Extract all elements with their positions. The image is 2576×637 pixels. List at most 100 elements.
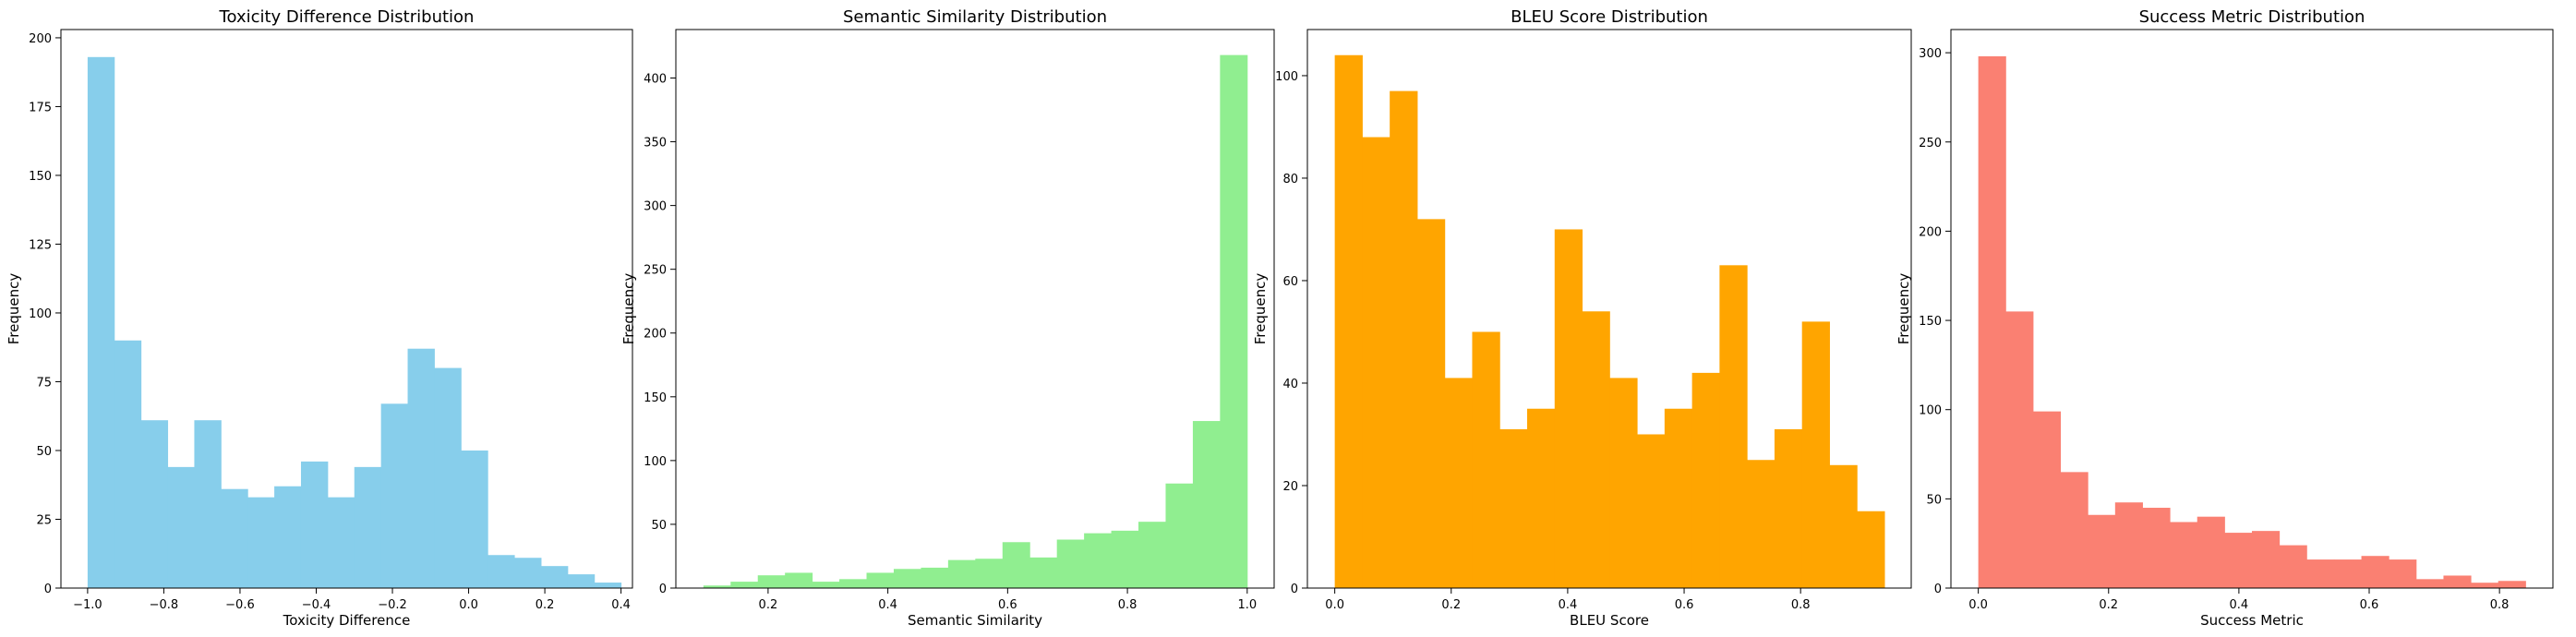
histogram-bar bbox=[274, 486, 302, 588]
histogram-bar bbox=[1192, 421, 1221, 588]
histogram-bar bbox=[1664, 408, 1693, 588]
histogram-bar bbox=[514, 558, 542, 588]
y-tick-label: 150 bbox=[644, 391, 667, 405]
x-tick-label: 0.6 bbox=[2360, 598, 2379, 612]
y-axis-label: Frequency bbox=[6, 273, 22, 345]
x-axis-label: BLEU Score bbox=[1570, 612, 1649, 629]
histogram-bar bbox=[757, 575, 786, 588]
histogram-bar bbox=[140, 420, 169, 588]
x-tick-label: 0.2 bbox=[2099, 598, 2118, 612]
y-tick-label: 80 bbox=[1282, 173, 1298, 186]
y-tick-label: 200 bbox=[29, 32, 52, 46]
y-tick-label: 350 bbox=[644, 137, 667, 150]
chart-title: Toxicity Difference Distribution bbox=[219, 7, 475, 27]
histogram-bar bbox=[327, 497, 355, 588]
x-tick-label: 0.0 bbox=[1968, 598, 1988, 612]
y-tick-label: 20 bbox=[1282, 480, 1298, 494]
axes-frame bbox=[1950, 29, 2554, 589]
histogram-bar bbox=[1416, 219, 1446, 588]
histogram-bar bbox=[2088, 514, 2116, 588]
histogram-bar bbox=[730, 582, 759, 588]
y-tick-label: 300 bbox=[644, 200, 667, 214]
histogram-bar bbox=[1978, 55, 2006, 589]
axes-frame bbox=[60, 29, 633, 589]
x-axis-label: Toxicity Difference bbox=[283, 612, 411, 629]
y-tick-label: 200 bbox=[644, 328, 667, 342]
histogram-bar bbox=[2415, 579, 2444, 588]
histogram-bar bbox=[839, 579, 868, 588]
y-axis-label: Frequency bbox=[1896, 273, 1912, 345]
axes-frame bbox=[675, 29, 1275, 589]
histogram-bar bbox=[1691, 372, 1720, 588]
histogram-bar bbox=[1056, 539, 1085, 588]
y-tick-label: 175 bbox=[29, 101, 52, 114]
x-tick-label: 0.8 bbox=[1118, 598, 1138, 612]
y-tick-label: 0 bbox=[44, 583, 52, 596]
histogram-bar bbox=[300, 461, 329, 588]
y-tick-label: 50 bbox=[1926, 493, 1942, 507]
y-tick-label: 75 bbox=[36, 376, 52, 390]
x-tick-label: 0.2 bbox=[536, 598, 555, 612]
chart-title: Semantic Similarity Distribution bbox=[843, 7, 1107, 27]
y-tick-label: 200 bbox=[1919, 225, 1942, 239]
histogram-bar bbox=[1444, 378, 1473, 588]
histogram-bar bbox=[567, 574, 596, 588]
histogram-bar bbox=[1499, 428, 1528, 588]
histogram-bar bbox=[2333, 559, 2363, 588]
histogram-bar bbox=[2060, 472, 2088, 588]
y-tick-label: 40 bbox=[1282, 378, 1298, 391]
histogram-bar bbox=[247, 497, 275, 588]
histogram-bar bbox=[1527, 408, 1556, 588]
y-tick-label: 125 bbox=[29, 238, 52, 252]
y-tick-label: 100 bbox=[644, 455, 667, 469]
histogram-bar bbox=[2279, 545, 2307, 588]
histogram-bar bbox=[921, 567, 949, 588]
chart-title: BLEU Score Distribution bbox=[1511, 7, 1708, 27]
histogram-bar bbox=[2389, 559, 2417, 588]
histogram-bar bbox=[380, 403, 409, 588]
histogram-bar bbox=[194, 420, 222, 588]
histogram-bar bbox=[1774, 428, 1803, 588]
histogram-bar bbox=[947, 559, 976, 588]
histogram-bar bbox=[703, 585, 731, 588]
histogram-bar bbox=[434, 367, 462, 588]
histogram-bar bbox=[407, 348, 435, 588]
y-axis-label: Frequency bbox=[620, 273, 637, 345]
histogram-bar bbox=[167, 466, 195, 588]
x-tick-label: 0.4 bbox=[878, 598, 897, 612]
x-tick-label: 0.2 bbox=[759, 598, 778, 612]
histogram-bar bbox=[2471, 583, 2499, 588]
histogram-bar bbox=[1002, 542, 1030, 588]
histogram-bar bbox=[2197, 516, 2225, 588]
y-tick-label: 100 bbox=[29, 307, 52, 321]
histogram-bar bbox=[1334, 54, 1363, 588]
histogram-bar bbox=[2224, 533, 2253, 588]
x-tick-label: 0.4 bbox=[1559, 598, 1578, 612]
histogram-bar bbox=[114, 340, 142, 588]
histogram-bar bbox=[975, 559, 1004, 588]
histogram-bar bbox=[1857, 511, 1885, 588]
histogram-bar bbox=[2252, 531, 2281, 588]
x-tick-label: 0.0 bbox=[459, 598, 478, 612]
y-tick-label: 25 bbox=[36, 513, 52, 527]
y-tick-label: 150 bbox=[29, 170, 52, 184]
x-tick-label: −0.4 bbox=[302, 598, 331, 612]
x-tick-label: 1.0 bbox=[1237, 598, 1257, 612]
histogram-bar bbox=[2306, 559, 2335, 588]
histogram-bar bbox=[785, 572, 813, 588]
histogram-bar bbox=[2361, 556, 2389, 588]
x-tick-label: 0.4 bbox=[611, 598, 631, 612]
histogram-bar bbox=[1582, 311, 1610, 588]
x-axis-label: Success Metric bbox=[2200, 612, 2304, 629]
x-tick-label: 0.2 bbox=[1441, 598, 1461, 612]
x-tick-label: 0.4 bbox=[2230, 598, 2249, 612]
histogram-bar bbox=[354, 466, 382, 588]
x-tick-label: −0.8 bbox=[150, 598, 179, 612]
x-axis-label: Semantic Similarity bbox=[908, 612, 1042, 629]
y-tick-label: 300 bbox=[1919, 47, 1942, 61]
histogram-bar bbox=[1829, 464, 1858, 588]
histogram-bar bbox=[1719, 265, 1748, 588]
histogram-bar bbox=[1472, 331, 1500, 588]
x-tick-label: 0.8 bbox=[1791, 598, 1811, 612]
